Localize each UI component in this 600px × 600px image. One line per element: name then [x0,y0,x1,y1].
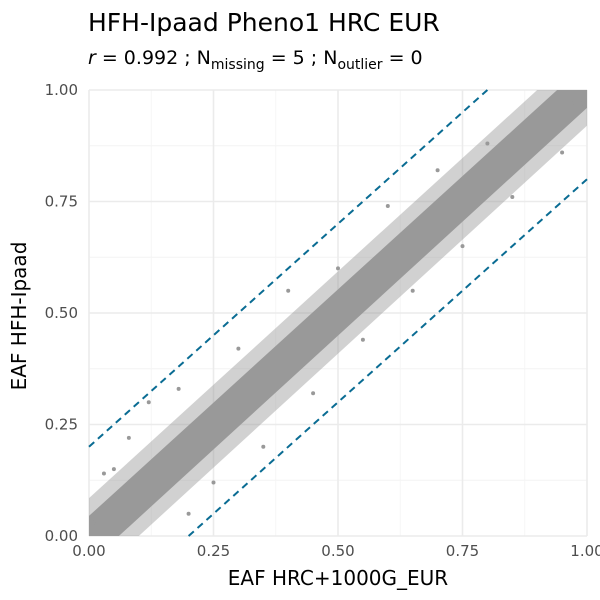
point-cloud-core [89,90,587,536]
scatter-points [91,101,585,525]
scatter-point [91,520,96,525]
scatter-point [410,288,415,293]
subtitle-missing-text: = 5 ; N [265,47,338,69]
subtitle-r-text: = 0.992 ; N [96,47,211,69]
chart-title: HFH-Ipaad Pheno1 HRC EUR [88,8,440,37]
x-tick-label: 0.50 [321,542,354,560]
chart-subtitle: r = 0.992 ; Nmissing = 5 ; Noutlier = 0 [88,47,423,73]
x-tick-label: 0.25 [197,542,230,560]
scatter-point [101,471,106,476]
y-axis-ticks: 0.00 0.25 0.50 0.75 1.00 [45,81,78,545]
x-axis-title: EAF HRC+1000G_EUR [228,566,449,590]
scatter-point [535,110,540,115]
x-tick-label: 1.00 [570,542,600,560]
x-tick-label: 0.75 [446,542,479,560]
scatter-point [311,391,316,396]
scatter-point [261,444,266,449]
reference-lines [88,89,588,537]
scatter-point [336,266,340,271]
scatter-point [570,101,575,106]
reference-line [88,89,489,448]
scatter-point [360,337,365,342]
scatter-point [580,101,585,106]
scatter-point [560,150,565,155]
scatter-point [236,346,241,351]
x-axis-ticks: 0.00 0.25 0.50 0.75 1.00 [72,542,600,560]
grid [88,89,588,537]
scatter-point [460,244,465,249]
scatter-point [211,480,216,485]
subtitle-missing-sub: missing [211,57,265,73]
y-tick-label: 0.25 [45,416,78,434]
subtitle-r-symbol: r [88,47,97,69]
y-tick-label: 0.50 [45,304,78,322]
scatter-point [186,511,191,516]
scatter-point [126,435,131,440]
scatter-point [485,141,490,146]
y-tick-label: 0.75 [45,193,78,211]
reference-line [187,178,588,537]
scatter-point [435,168,440,173]
subtitle-outlier-sub: outlier [337,57,382,73]
scatter-point [510,195,515,200]
scatter-point [111,467,116,472]
scatter-point [176,386,181,391]
scatter-point [146,400,151,405]
y-axis-title: EAF HFH-Ipaad [7,242,31,391]
scatter-point [286,288,291,293]
x-tick-label: 0.00 [72,542,105,560]
point-cloud [89,90,587,536]
y-tick-label: 1.00 [45,81,78,99]
subtitle-outlier-text: = 0 [383,47,423,69]
y-tick-label: 0.00 [45,527,78,545]
scatter-point [385,203,390,208]
point-cloud-halo [89,90,587,536]
